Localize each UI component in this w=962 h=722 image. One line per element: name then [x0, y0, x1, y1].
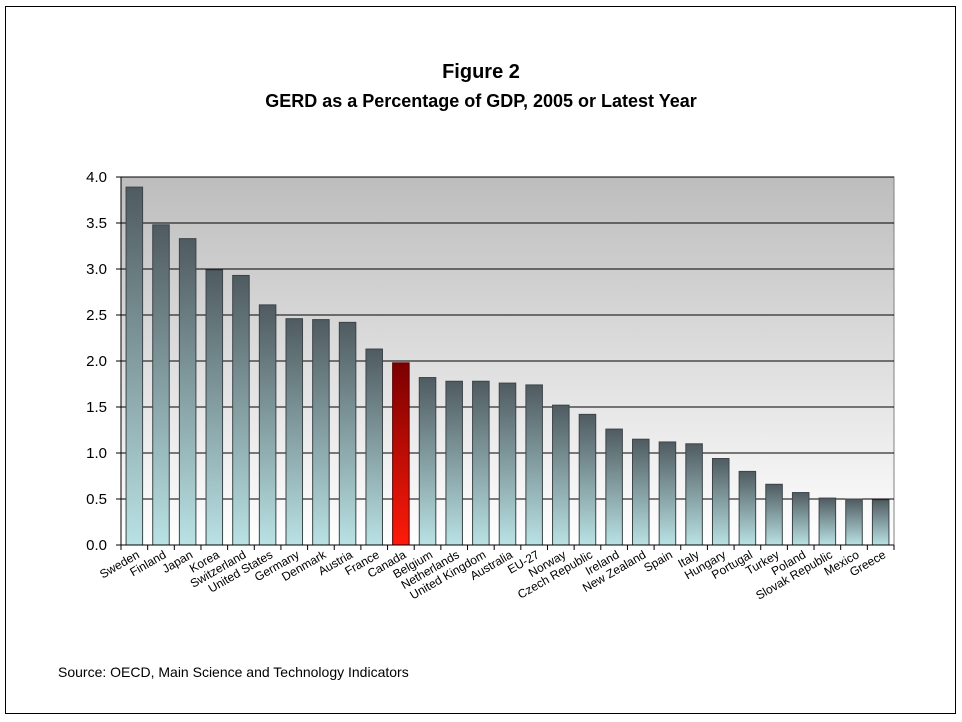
- bar-korea: [205, 269, 224, 546]
- bar-netherlands: [445, 380, 463, 546]
- bar-hungary: [711, 458, 730, 546]
- bar-austria: [338, 321, 357, 546]
- bar-germany: [285, 318, 304, 546]
- bar-belgium: [418, 377, 437, 546]
- bar-australia: [498, 382, 517, 546]
- y-tick-label: 1.5: [86, 399, 107, 416]
- bar-greece: [871, 499, 890, 546]
- bar-czech-republic: [578, 413, 597, 546]
- chart-title: Figure 2: [442, 61, 520, 83]
- bar-italy: [685, 443, 703, 546]
- bar-france: [365, 348, 383, 546]
- bar-turkey: [765, 483, 783, 546]
- axes: [116, 176, 895, 550]
- bar-switzerland: [232, 274, 250, 546]
- bar-finland: [152, 224, 170, 546]
- bar-norway: [552, 404, 570, 546]
- bar-new-zealand: [632, 438, 650, 546]
- bar-spain: [658, 441, 677, 546]
- bar-canada: [392, 362, 410, 546]
- bar-slovak-republic: [818, 497, 837, 546]
- bar-sweden: [125, 186, 144, 546]
- y-tick-label: 1.0: [86, 445, 107, 462]
- source-note: Source: OECD, Main Science and Technolog…: [58, 664, 409, 680]
- bar-ireland: [605, 428, 623, 546]
- y-tick-label: 2.0: [86, 353, 107, 370]
- bar-united-kingdom: [472, 380, 490, 546]
- y-tick-label: 3.0: [86, 261, 107, 278]
- bar-united-states: [258, 304, 277, 546]
- bar-eu-27: [525, 384, 543, 546]
- bar-mexico: [845, 498, 863, 546]
- chart-subtitle: GERD as a Percentage of GDP, 2005 or Lat…: [265, 91, 697, 111]
- y-tick-label: 4.0: [86, 169, 107, 186]
- y-tick-label: 2.5: [86, 307, 107, 324]
- y-tick-label: 0.5: [86, 491, 107, 508]
- bar-denmark: [312, 319, 330, 546]
- bar-japan: [178, 238, 197, 546]
- bar-poland: [791, 492, 810, 546]
- x-category-label: Spain: [641, 547, 675, 574]
- y-tick-label: 0.0: [86, 537, 107, 554]
- bar-portugal: [738, 470, 757, 546]
- y-tick-label: 3.5: [86, 215, 107, 232]
